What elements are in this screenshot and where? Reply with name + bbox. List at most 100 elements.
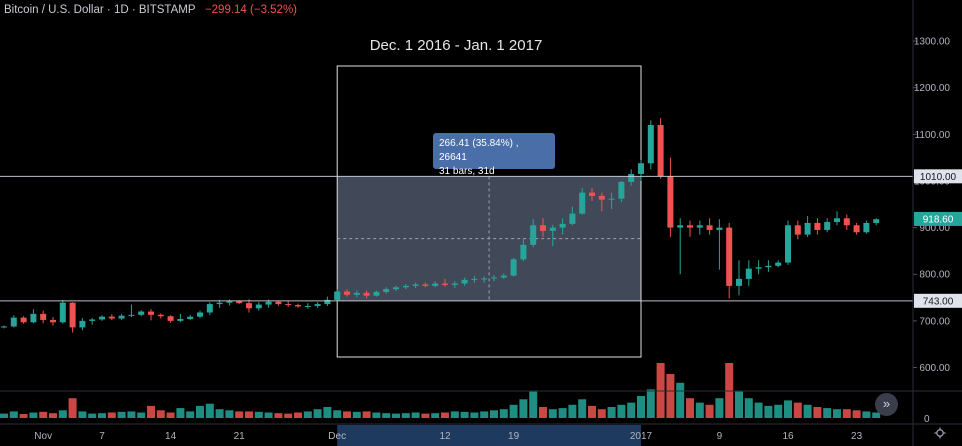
candle xyxy=(255,302,262,311)
candle-body xyxy=(863,222,870,233)
candle xyxy=(520,239,527,262)
candle-body xyxy=(706,225,713,230)
y-tick-label: 900.00 xyxy=(919,223,950,234)
volume-bar xyxy=(264,412,273,418)
candle xyxy=(530,219,537,248)
scroll-to-realtime-button[interactable]: » xyxy=(875,393,898,416)
candle xyxy=(726,222,733,299)
candle-body xyxy=(471,278,478,280)
volume-bar xyxy=(695,402,704,418)
x-tick-label: 2017 xyxy=(630,431,653,442)
candle-body xyxy=(167,316,174,321)
volume-bar xyxy=(774,404,783,418)
candle-body xyxy=(716,227,723,230)
candle-body xyxy=(363,292,370,296)
candle xyxy=(363,290,370,299)
candle-body xyxy=(677,225,684,228)
candle-body xyxy=(638,163,644,174)
gear-icon[interactable] xyxy=(934,427,946,439)
candle xyxy=(206,302,213,316)
candle-body xyxy=(432,283,439,286)
volume-bar xyxy=(793,402,802,418)
volume-bar xyxy=(58,410,67,418)
candle xyxy=(814,218,821,235)
volume-bar xyxy=(166,412,175,418)
candle-body xyxy=(755,267,762,269)
volume-bar xyxy=(196,405,204,418)
candle xyxy=(745,260,752,286)
candle-body xyxy=(834,218,840,223)
candle xyxy=(118,313,125,320)
volume-bar xyxy=(872,412,881,418)
candle-body xyxy=(373,291,380,296)
candle xyxy=(481,276,488,283)
volume-bar xyxy=(588,405,596,418)
volume-bar xyxy=(597,409,606,418)
interval-label: 1D xyxy=(113,4,129,16)
candle-body xyxy=(540,225,546,231)
volume-bar xyxy=(323,407,332,418)
candle-body xyxy=(843,218,850,226)
y-tick-label: 1200.00 xyxy=(914,83,951,94)
volume-bar xyxy=(274,413,283,418)
candle-body xyxy=(246,303,252,309)
candle xyxy=(491,275,497,282)
candle xyxy=(187,314,194,320)
upper-line-label-bg xyxy=(914,169,962,184)
candle-body xyxy=(785,225,791,263)
volume-bar xyxy=(362,411,371,418)
candle-body xyxy=(187,316,194,320)
candle xyxy=(285,301,292,307)
candle-body xyxy=(520,244,527,260)
lower-line-label: 743.00 xyxy=(923,296,954,307)
candle xyxy=(540,218,546,237)
volume-bar xyxy=(127,411,136,418)
x-tick-label: 12 xyxy=(439,431,451,442)
candle xyxy=(138,310,145,317)
volume-bar xyxy=(441,412,449,418)
candle-body xyxy=(804,222,811,235)
candle-body xyxy=(1,326,7,328)
volume-bar xyxy=(215,409,224,418)
volume-bar xyxy=(617,404,626,418)
candle-body xyxy=(451,283,458,285)
symbol-header[interactable]: Bitcoin / U.S. Dollar · 1D · BITSTAMP −2… xyxy=(4,4,298,16)
candle-body xyxy=(873,219,880,223)
volume-bar xyxy=(764,405,773,418)
volume-bar xyxy=(803,404,812,418)
volume-bar xyxy=(137,412,146,418)
candle-body xyxy=(69,302,76,328)
candle-body xyxy=(687,225,693,228)
candle xyxy=(794,220,801,240)
candle-body xyxy=(853,225,860,233)
volume-bar xyxy=(470,412,479,418)
volume-bar xyxy=(186,411,195,418)
candle-body xyxy=(745,268,752,279)
volume-bar xyxy=(833,409,841,418)
candle xyxy=(314,302,321,308)
candle xyxy=(569,206,576,226)
candle-body xyxy=(314,304,321,306)
volume-bar xyxy=(88,413,97,418)
candle xyxy=(579,187,586,215)
candle-body xyxy=(148,311,154,315)
volume-bar xyxy=(715,398,724,418)
candle xyxy=(148,309,154,321)
volume-bar xyxy=(705,404,714,418)
volume-bar xyxy=(460,411,469,418)
x-tick-label: 14 xyxy=(165,431,177,442)
candle-body xyxy=(59,302,66,323)
candle xyxy=(1,325,7,329)
candle xyxy=(393,285,399,292)
y-tick-label: 700.00 xyxy=(919,316,950,327)
candle-body xyxy=(138,311,145,315)
candle xyxy=(402,284,409,290)
y-tick-label: 1300.00 xyxy=(914,37,951,48)
measure-bars: 31 bars, 31d xyxy=(439,166,495,177)
candle xyxy=(696,220,703,235)
candle-body xyxy=(579,192,586,214)
x-tick-label: 16 xyxy=(782,431,794,442)
candle-body xyxy=(696,225,703,228)
candle xyxy=(50,317,56,326)
